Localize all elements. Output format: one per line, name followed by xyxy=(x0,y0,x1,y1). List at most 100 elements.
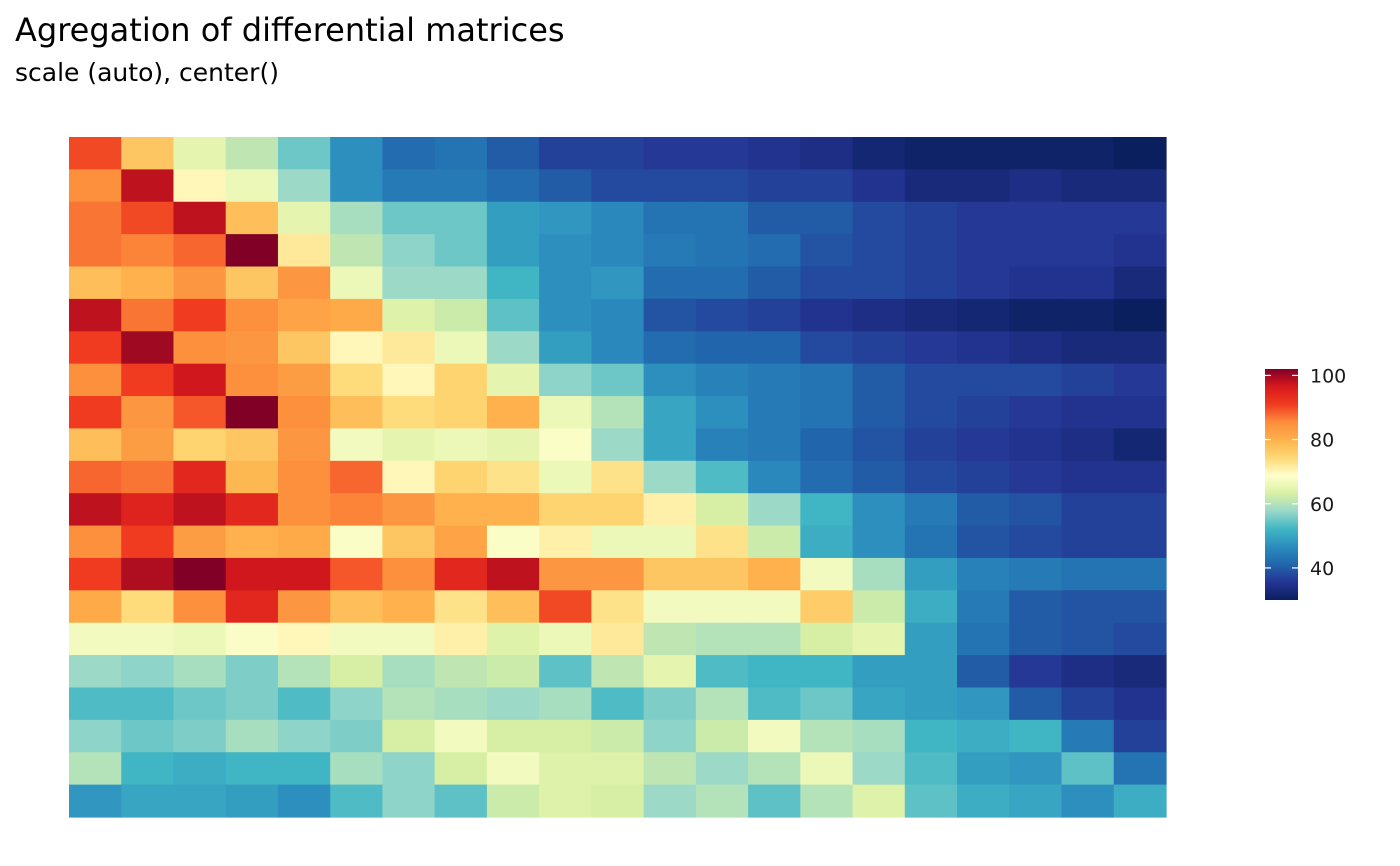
heatmap-cell xyxy=(643,752,697,786)
heatmap-cell xyxy=(486,460,540,494)
heatmap-cell xyxy=(539,687,592,721)
heatmap-cell xyxy=(225,493,279,527)
heatmap-cell xyxy=(1113,557,1167,591)
heatmap-cell xyxy=(957,363,1010,397)
heatmap-cell xyxy=(277,137,331,170)
heatmap-cell xyxy=(330,169,384,203)
heatmap-cell xyxy=(486,525,540,559)
heatmap-cell xyxy=(1113,169,1167,203)
heatmap-cell xyxy=(748,266,801,300)
heatmap-cell xyxy=(69,557,122,591)
heatmap-cell xyxy=(800,428,854,462)
heatmap-cell xyxy=(382,460,436,494)
heatmap-cell xyxy=(800,493,854,527)
heatmap-cell xyxy=(1113,396,1167,430)
heatmap-cell xyxy=(382,655,436,689)
heatmap-cell xyxy=(695,460,749,494)
heatmap-cell xyxy=(1113,298,1167,332)
heatmap-cell xyxy=(1009,201,1063,235)
heatmap-cell xyxy=(852,169,906,203)
heatmap-cell xyxy=(330,687,384,721)
heatmap-cell xyxy=(434,557,488,591)
heatmap-cell xyxy=(486,687,540,721)
heatmap-cell xyxy=(434,655,488,689)
heatmap-cell xyxy=(591,298,645,332)
heatmap-cell xyxy=(800,525,854,559)
heatmap-cell xyxy=(121,331,175,365)
heatmap-cell xyxy=(1113,525,1167,559)
heatmap-cell xyxy=(1009,428,1063,462)
heatmap-cell xyxy=(330,590,384,624)
heatmap-cell xyxy=(904,719,958,753)
heatmap-cell xyxy=(957,201,1010,235)
heatmap-cell xyxy=(800,363,854,397)
heatmap-cell xyxy=(643,784,697,818)
heatmap-cell xyxy=(643,719,697,753)
heatmap-cell xyxy=(1061,428,1115,462)
heatmap-cell xyxy=(539,590,592,624)
heatmap-cell xyxy=(330,557,384,591)
heatmap-cell xyxy=(382,687,436,721)
heatmap-cell xyxy=(1061,655,1115,689)
heatmap-cell xyxy=(904,752,958,786)
heatmap-cell xyxy=(539,396,592,430)
heatmap-cell xyxy=(121,622,175,656)
heatmap-cell xyxy=(539,784,592,818)
heatmap-cell xyxy=(957,331,1010,365)
heatmap-cell xyxy=(1113,201,1167,235)
heatmap-cell xyxy=(69,298,122,332)
heatmap-cell xyxy=(904,363,958,397)
heatmap-cell xyxy=(434,137,488,170)
heatmap-cell xyxy=(800,234,854,268)
heatmap-cell xyxy=(486,396,540,430)
heatmap-cell xyxy=(695,396,749,430)
heatmap-cell xyxy=(1113,331,1167,365)
heatmap-cell xyxy=(1061,557,1115,591)
heatmap-cell xyxy=(643,557,697,591)
heatmap-cell xyxy=(121,428,175,462)
heatmap-cell xyxy=(957,525,1010,559)
heatmap-cell xyxy=(957,493,1010,527)
heatmap-cell xyxy=(277,622,331,656)
heatmap-cell xyxy=(173,784,227,818)
heatmap-cell xyxy=(434,719,488,753)
heatmap-cell xyxy=(852,557,906,591)
heatmap-cell xyxy=(121,557,175,591)
heatmap-cell xyxy=(852,428,906,462)
heatmap-cell xyxy=(643,428,697,462)
heatmap-cell xyxy=(434,266,488,300)
legend-tick-label: 80 xyxy=(1310,430,1334,452)
heatmap-cell xyxy=(852,234,906,268)
heatmap-cell xyxy=(277,266,331,300)
heatmap-cell xyxy=(539,137,592,170)
heatmap-cell xyxy=(1061,234,1115,268)
heatmap-cell xyxy=(1009,557,1063,591)
heatmap-cell xyxy=(904,396,958,430)
heatmap-cell xyxy=(1009,719,1063,753)
heatmap-cell xyxy=(957,396,1010,430)
heatmap-cell xyxy=(1061,622,1115,656)
heatmap-cell xyxy=(1061,363,1115,397)
heatmap-cell xyxy=(1061,266,1115,300)
heatmap-cell xyxy=(1009,525,1063,559)
heatmap-cell xyxy=(173,363,227,397)
heatmap-cell xyxy=(69,460,122,494)
heatmap-cell xyxy=(800,557,854,591)
heatmap-cell xyxy=(69,234,122,268)
heatmap-cell xyxy=(69,622,122,656)
heatmap-cell xyxy=(800,460,854,494)
heatmap-cell xyxy=(173,655,227,689)
heatmap-cell xyxy=(486,719,540,753)
heatmap-cell xyxy=(173,331,227,365)
heatmap-cell xyxy=(800,752,854,786)
heatmap-cell xyxy=(695,784,749,818)
chart-title: Agregation of differential matrices xyxy=(15,11,565,49)
heatmap-cell xyxy=(695,687,749,721)
heatmap-cell xyxy=(225,169,279,203)
heatmap-cell xyxy=(330,137,384,170)
heatmap-cell xyxy=(591,493,645,527)
heatmap-cell xyxy=(748,493,801,527)
heatmap-cell xyxy=(852,655,906,689)
heatmap-cell xyxy=(748,363,801,397)
heatmap-cell xyxy=(69,590,122,624)
